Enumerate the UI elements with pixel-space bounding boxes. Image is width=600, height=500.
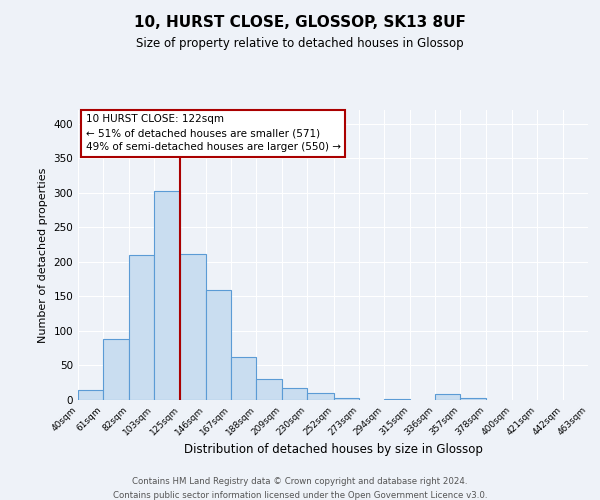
- Bar: [256, 380, 282, 400]
- Text: 10, HURST CLOSE, GLOSSOP, SK13 8UF: 10, HURST CLOSE, GLOSSOP, SK13 8UF: [134, 15, 466, 30]
- Text: Contains HM Land Registry data © Crown copyright and database right 2024.: Contains HM Land Registry data © Crown c…: [132, 478, 468, 486]
- Bar: [181, 254, 206, 400]
- Bar: [307, 393, 334, 400]
- Bar: [435, 394, 460, 400]
- Text: Distribution of detached houses by size in Glossop: Distribution of detached houses by size …: [184, 442, 482, 456]
- Bar: [103, 339, 128, 400]
- Text: Contains public sector information licensed under the Open Government Licence v3: Contains public sector information licen…: [113, 491, 487, 500]
- Bar: [154, 191, 181, 400]
- Text: 10 HURST CLOSE: 122sqm
← 51% of detached houses are smaller (571)
49% of semi-de: 10 HURST CLOSE: 122sqm ← 51% of detached…: [86, 114, 341, 152]
- Bar: [78, 390, 103, 400]
- Y-axis label: Number of detached properties: Number of detached properties: [38, 168, 48, 342]
- Bar: [231, 356, 256, 400]
- Bar: [460, 398, 485, 400]
- Bar: [128, 255, 154, 400]
- Bar: [334, 398, 359, 400]
- Text: Size of property relative to detached houses in Glossop: Size of property relative to detached ho…: [136, 38, 464, 51]
- Bar: [282, 388, 307, 400]
- Bar: [206, 290, 231, 400]
